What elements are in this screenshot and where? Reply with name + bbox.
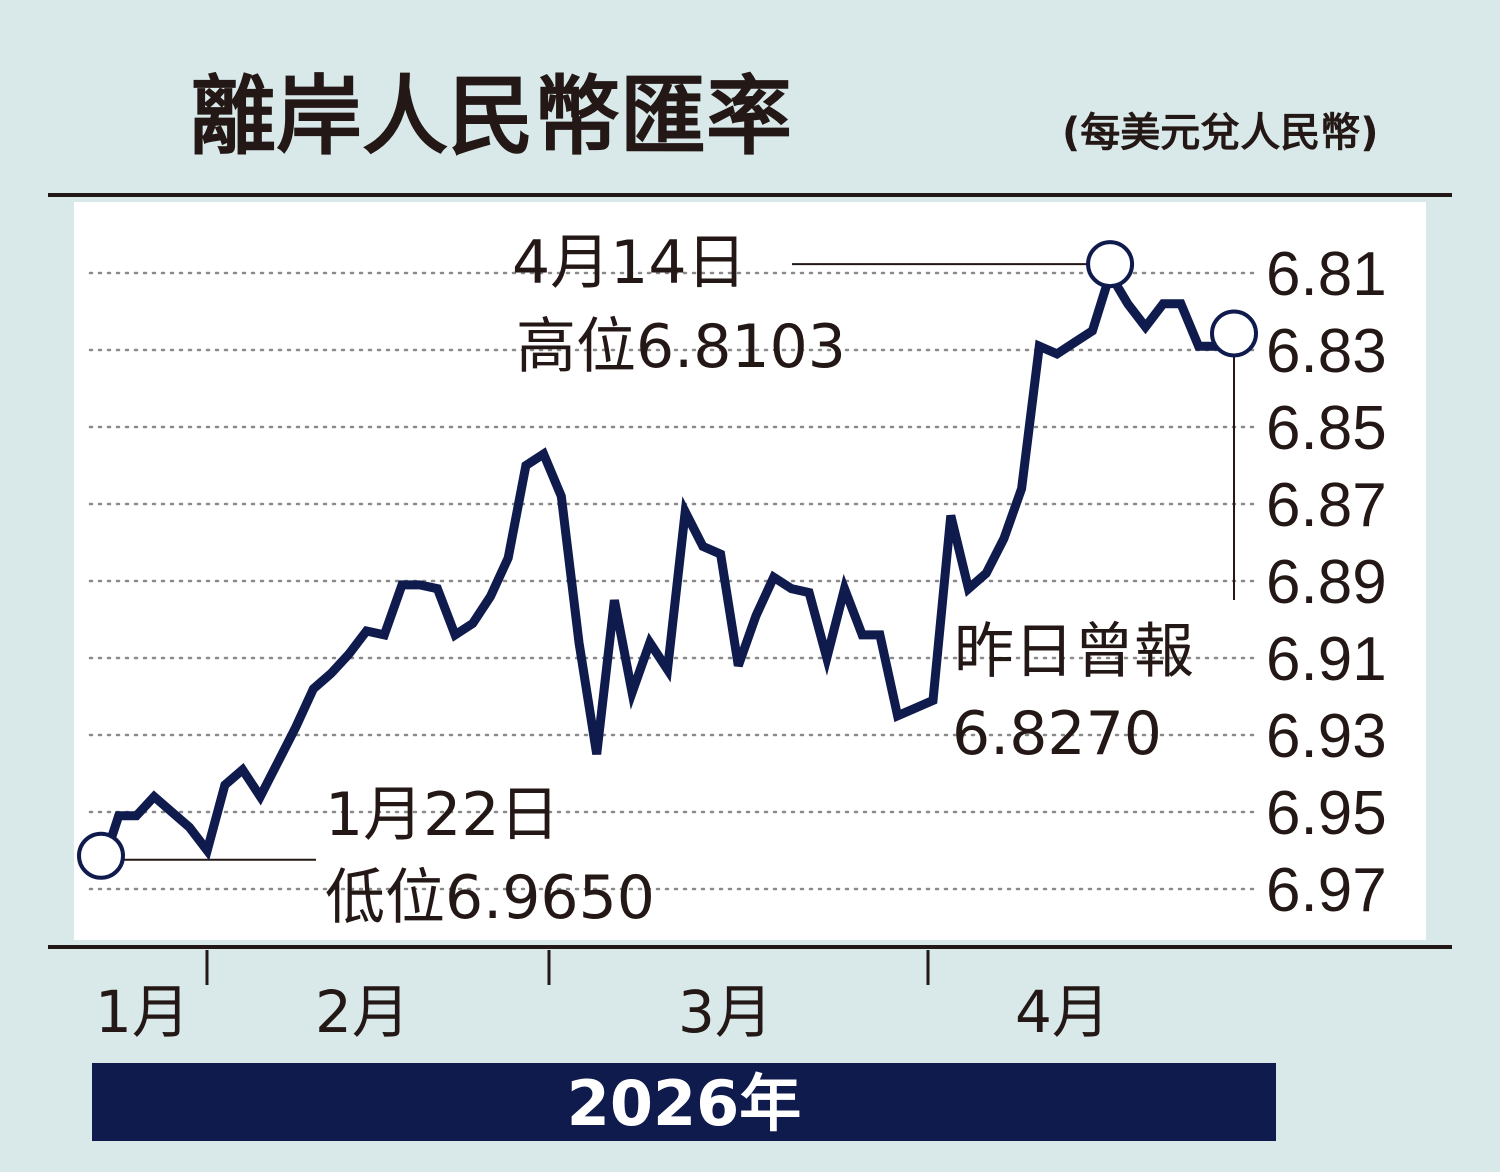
last-date-label: 昨日曾報 (954, 617, 1194, 687)
annotation-markers (77, 240, 1258, 880)
month-label-feb: 2月 (315, 978, 410, 1046)
y-tick-label: 6.83 (1266, 317, 1387, 386)
high-date-label: 4月14日 (512, 228, 747, 298)
unit-note: (每美元兌人民幣) (1062, 110, 1379, 156)
annotation-leaders (123, 263, 1235, 861)
y-tick-label: 6.97 (1266, 856, 1387, 925)
high-value-label: 高位6.8103 (516, 312, 846, 382)
low-date-label: 1月22日 (325, 780, 560, 850)
month-label-mar: 3月 (678, 978, 773, 1046)
y-axis-ticks: 6.81 6.83 6.85 6.87 6.89 6.91 6.93 6.95 6.97 (1266, 240, 1387, 925)
month-separators (205, 950, 930, 985)
y-tick-label: 6.87 (1266, 471, 1387, 540)
y-tick-label: 6.93 (1266, 702, 1387, 771)
low-value-label: 低位6.9650 (325, 863, 655, 933)
month-label-jan: 1月 (95, 978, 190, 1046)
y-tick-label: 6.81 (1266, 240, 1387, 309)
year-label: 2026年 (567, 1067, 802, 1140)
y-tick-label: 6.91 (1266, 625, 1387, 694)
month-label-apr: 4月 (1015, 978, 1110, 1046)
y-tick-label: 6.95 (1266, 779, 1387, 848)
chart-title: 離岸人民幣匯率 (190, 67, 792, 167)
low-marker (77, 831, 125, 880)
last-value-label: 6.8270 (952, 699, 1162, 769)
last-marker (1210, 309, 1258, 358)
series-line (96, 263, 1239, 875)
y-tick-label: 6.89 (1266, 548, 1387, 617)
plot-area (74, 202, 1426, 940)
year-banner (92, 1063, 1276, 1141)
y-tick-label: 6.85 (1266, 394, 1387, 463)
high-marker (1086, 240, 1135, 289)
